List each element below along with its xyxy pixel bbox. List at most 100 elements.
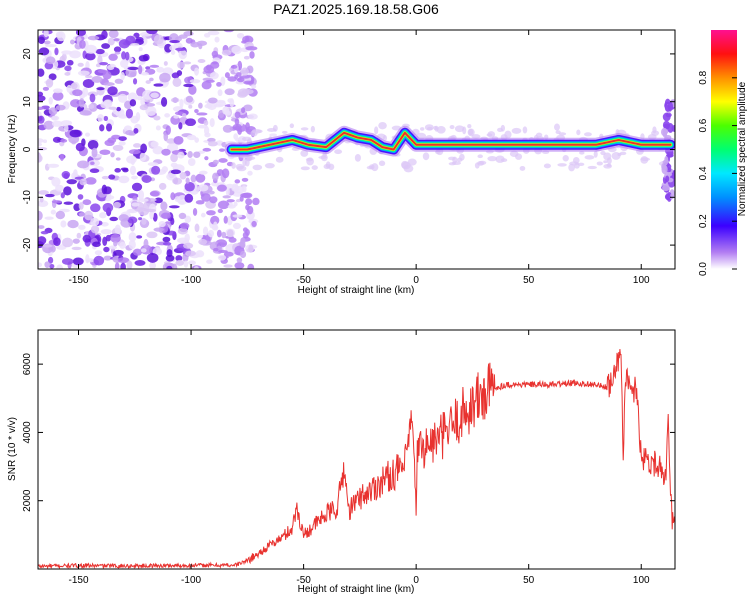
speckle <box>378 160 386 167</box>
speckle <box>140 71 149 76</box>
speckle <box>193 266 199 269</box>
speckle <box>38 111 42 117</box>
speckle <box>149 77 154 82</box>
speckle <box>153 227 164 232</box>
speckle <box>103 246 110 253</box>
speckle <box>213 221 218 230</box>
snr-series <box>38 349 675 569</box>
speckle <box>371 163 379 172</box>
speckle <box>127 216 138 224</box>
speckle <box>154 197 163 204</box>
speckle <box>184 233 190 242</box>
speckle <box>49 264 55 269</box>
speckle <box>111 134 121 140</box>
speckle <box>664 193 671 200</box>
x-tick-label: 0 <box>413 575 419 586</box>
speckle <box>223 30 234 33</box>
x-tick-label: 0 <box>413 275 419 286</box>
x-tick-label: 100 <box>633 575 650 586</box>
speckle <box>504 130 512 139</box>
speckle <box>60 138 68 143</box>
speckle <box>249 51 255 59</box>
speckle <box>76 232 82 239</box>
speckle <box>131 202 140 207</box>
speckle <box>522 126 528 134</box>
speckle <box>177 61 186 69</box>
speckle <box>45 43 57 48</box>
speckle <box>145 103 156 107</box>
speckle <box>110 233 121 243</box>
speckle <box>118 39 130 49</box>
speckle <box>96 87 105 91</box>
speckle <box>422 152 430 161</box>
snr-frame <box>37 329 676 570</box>
speckle <box>128 239 136 250</box>
y-tick-label: 10 <box>22 96 33 108</box>
speckle <box>196 112 208 116</box>
speckle <box>241 185 247 193</box>
speckle <box>182 253 189 262</box>
y-tick-label: 0 <box>22 146 33 152</box>
speckle <box>188 84 197 95</box>
speckle <box>209 117 215 128</box>
speckle <box>72 89 83 97</box>
speckle <box>124 51 130 61</box>
speckle <box>141 217 147 225</box>
speckle <box>79 178 87 186</box>
y-tick-label: 4000 <box>22 421 33 444</box>
speckle <box>178 212 187 220</box>
speckle <box>204 103 213 109</box>
speckle <box>99 212 107 219</box>
speckle <box>136 95 143 101</box>
speckle <box>90 203 101 213</box>
speckle <box>64 65 72 72</box>
speckle <box>247 113 258 120</box>
speckle <box>170 169 181 175</box>
speckle <box>55 184 64 192</box>
speckle <box>140 97 146 106</box>
speckle <box>152 212 158 222</box>
speckle <box>242 192 253 199</box>
speckle <box>217 208 223 214</box>
speckle <box>577 162 585 166</box>
speckle <box>584 132 592 137</box>
speckle <box>87 35 100 41</box>
speckle <box>88 103 95 109</box>
speckle <box>172 77 182 87</box>
speckle <box>38 115 45 124</box>
speckle <box>240 67 249 76</box>
speckle <box>202 226 209 236</box>
speckle <box>170 162 178 168</box>
speckle <box>269 133 278 137</box>
speckle <box>60 220 67 228</box>
speckle <box>179 172 187 180</box>
speckle <box>45 56 56 65</box>
speckle <box>162 241 172 246</box>
speckle <box>378 121 387 130</box>
speckle <box>131 175 138 180</box>
speckle <box>78 212 86 217</box>
speckle <box>171 263 178 269</box>
speckle <box>79 110 92 116</box>
speckle <box>250 130 258 137</box>
speckle <box>119 241 127 249</box>
speckle <box>242 136 252 142</box>
speckle <box>101 30 108 39</box>
figure-title: PAZ1.2025.169.18.58.G06 <box>273 1 439 17</box>
speckle <box>146 252 159 263</box>
speckle <box>667 101 674 112</box>
speckle <box>108 53 118 61</box>
speckle <box>84 75 93 79</box>
speckle <box>51 177 61 187</box>
speckle <box>300 149 309 157</box>
speckle <box>207 30 220 36</box>
speckle <box>420 127 425 131</box>
speckle <box>146 30 158 35</box>
speckle <box>47 163 60 168</box>
colorbar-tick-label: 0.8 <box>698 70 709 84</box>
speckle <box>382 134 388 142</box>
speckle <box>188 260 196 266</box>
speckle <box>78 202 84 210</box>
speckle <box>120 262 126 269</box>
